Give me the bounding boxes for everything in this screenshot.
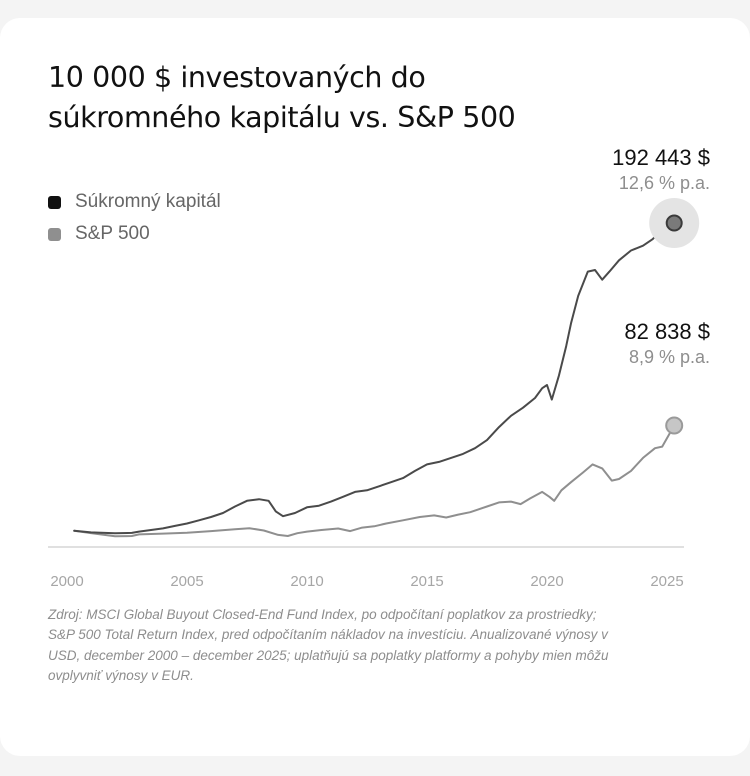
- source-line-3: USD, december 2000 – december 2025; upla…: [48, 647, 609, 663]
- series-line-private-equity: [73, 222, 676, 535]
- chart-title: 10 000 $ investovaných do súkromného kap…: [48, 58, 608, 138]
- end-label-rate-sp500: 8,9 % p.a.: [629, 347, 710, 367]
- x-tick-label: 2015: [410, 573, 443, 590]
- legend-item-sp500: S&P 500: [48, 218, 221, 250]
- legend-swatch-sp500: [48, 227, 61, 241]
- x-tick-label: 2000: [50, 573, 83, 590]
- chart-title-line-1: 10 000 $ investovaných do: [48, 61, 426, 94]
- end-marker-sp500: [665, 416, 684, 435]
- legend-item-private-equity: Súkromný kapitál: [48, 186, 221, 218]
- chart-title-line-2: súkromného kapitálu vs. S&P 500: [48, 101, 516, 134]
- end-label-value-sp500: 82 838 $: [624, 319, 710, 344]
- legend: Súkromný kapitál S&P 500: [48, 186, 221, 250]
- source-line-4: ovplyvniť výnosy v EUR.: [48, 668, 194, 684]
- legend-swatch-private-equity: [48, 195, 61, 209]
- legend-label-private-equity: Súkromný kapitál: [75, 191, 221, 212]
- x-tick-label: 2020: [530, 573, 563, 590]
- series-line-sp500: [73, 424, 676, 538]
- legend-label-sp500: S&P 500: [75, 223, 150, 244]
- end-marker-private-equity: [665, 214, 683, 232]
- x-tick-label: 2025: [650, 573, 683, 590]
- x-tick-label: 2010: [290, 573, 323, 590]
- source-line-2: S&P 500 Total Return Index, pred odpočít…: [48, 627, 608, 643]
- x-tick-label: 2005: [170, 573, 203, 590]
- source-line-1: Zdroj: MSCI Global Buyout Closed-End Fun…: [48, 607, 597, 622]
- chart-card: [0, 18, 750, 756]
- end-label-rate-private-equity: 12,6 % p.a.: [619, 173, 710, 193]
- source-note: Zdroj: MSCI Global Buyout Closed-End Fun…: [48, 605, 708, 687]
- end-label-value-private-equity: 192 443 $: [612, 145, 710, 170]
